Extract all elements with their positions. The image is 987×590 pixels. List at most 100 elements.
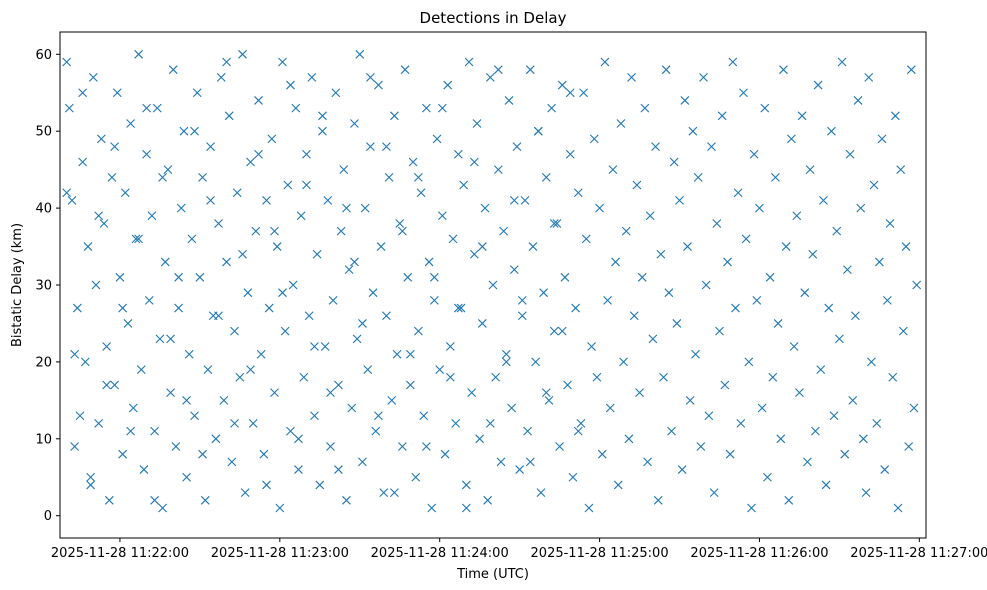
data-point	[331, 88, 341, 98]
data-point	[91, 280, 101, 290]
data-point	[621, 226, 631, 236]
data-point	[421, 103, 431, 113]
data-point	[206, 196, 215, 205]
data-point	[672, 319, 682, 328]
data-point	[299, 372, 309, 382]
data-point	[288, 280, 298, 290]
data-point	[728, 57, 738, 67]
data-point	[182, 472, 191, 482]
data-point	[352, 334, 362, 344]
data-point	[387, 395, 397, 405]
data-point	[302, 180, 311, 190]
x-tick-label: 2025-11-28 11:22:00	[51, 546, 189, 561]
data-point	[906, 65, 916, 75]
data-point	[533, 126, 543, 136]
x-tick-label: 2025-11-28 11:27:00	[850, 546, 987, 561]
data-point	[272, 242, 282, 251]
data-point	[856, 203, 866, 213]
data-point	[224, 111, 234, 121]
data-point	[230, 419, 239, 428]
data-point	[427, 503, 437, 513]
data-point	[912, 280, 922, 290]
data-point	[256, 349, 266, 359]
data-point	[267, 134, 277, 144]
data-point	[262, 196, 271, 205]
y-tick-label: 40	[35, 202, 52, 217]
data-point	[835, 334, 844, 344]
data-point	[704, 411, 714, 421]
data-point	[680, 96, 690, 105]
data-point	[877, 134, 887, 144]
data-point	[227, 457, 237, 467]
data-point	[374, 411, 383, 421]
data-point	[270, 226, 279, 236]
data-point	[560, 272, 570, 282]
data-point	[579, 88, 588, 98]
data-point	[507, 403, 517, 413]
data-point	[888, 372, 898, 382]
data-point	[563, 380, 572, 390]
data-point	[651, 142, 660, 151]
data-point	[414, 172, 423, 182]
data-point	[811, 426, 820, 436]
data-point	[102, 342, 112, 351]
data-point	[816, 365, 826, 374]
data-point	[70, 442, 80, 451]
data-point	[246, 365, 255, 374]
data-point	[421, 442, 431, 451]
data-point	[400, 65, 410, 75]
data-point	[797, 111, 807, 121]
data-point	[78, 157, 88, 167]
data-point	[581, 234, 591, 244]
y-tick-label: 10	[35, 432, 52, 447]
data-point	[739, 88, 748, 98]
x-tick-label: 2025-11-28 11:23:00	[211, 546, 349, 561]
data-point	[390, 111, 399, 121]
data-point	[262, 480, 271, 490]
data-point	[358, 457, 367, 467]
data-point	[382, 311, 391, 321]
data-point	[683, 242, 692, 251]
data-point	[280, 326, 290, 336]
data-point	[472, 119, 482, 128]
data-point	[235, 372, 245, 382]
data-point	[837, 57, 847, 67]
data-point	[589, 134, 599, 144]
data-point	[371, 426, 381, 436]
data-point	[608, 165, 618, 175]
data-point	[901, 242, 911, 251]
data-point	[509, 265, 519, 275]
data-point	[88, 72, 98, 82]
data-point	[898, 326, 908, 336]
x-tick-label: 2025-11-28 11:25:00	[531, 546, 669, 561]
data-point	[238, 249, 247, 259]
data-point	[549, 326, 559, 336]
data-point	[893, 503, 903, 513]
data-point	[240, 488, 250, 498]
data-point	[829, 411, 839, 421]
data-point	[118, 449, 128, 459]
data-point	[824, 303, 834, 313]
data-point	[765, 272, 775, 282]
data-point	[632, 180, 642, 190]
data-point	[179, 126, 189, 136]
data-point	[219, 395, 229, 405]
data-point	[350, 257, 359, 267]
data-point	[310, 411, 319, 421]
data-point	[866, 357, 876, 367]
data-point	[616, 119, 626, 128]
data-point	[158, 503, 167, 513]
data-point	[861, 488, 871, 498]
data-point	[819, 196, 828, 205]
data-point	[112, 88, 122, 98]
data-point	[83, 242, 93, 251]
data-point	[424, 257, 434, 267]
data-point	[874, 257, 884, 267]
data-point	[635, 388, 644, 398]
data-point	[326, 442, 335, 451]
data-point	[232, 188, 242, 198]
data-point	[251, 226, 261, 236]
data-point	[104, 495, 114, 505]
data-point	[286, 80, 295, 90]
y-tick-label: 0	[44, 509, 52, 524]
